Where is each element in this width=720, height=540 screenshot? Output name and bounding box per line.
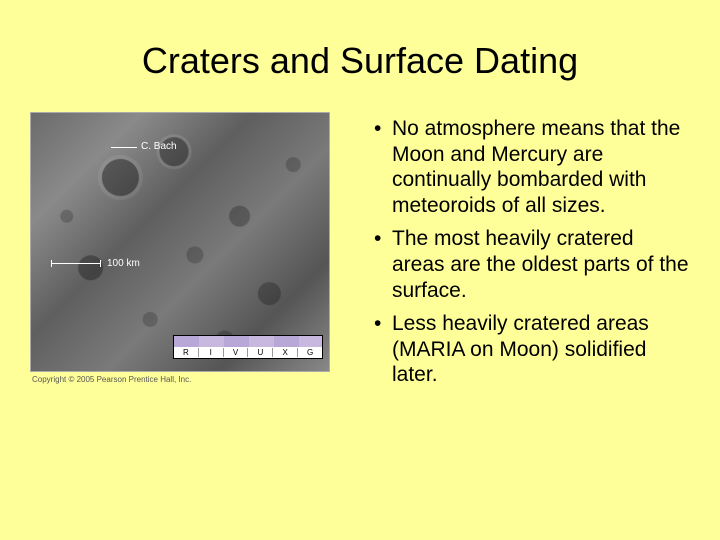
scale-bar: 100 km	[51, 258, 140, 269]
spectrum-wave	[174, 336, 322, 347]
spectrum-band: G	[298, 348, 322, 357]
bullet-list: No atmosphere means that the Moon and Me…	[370, 116, 690, 388]
scale-bar-line	[51, 263, 101, 264]
spectrum-labels: R I V U X G	[174, 347, 322, 358]
spectrum-band: R	[174, 348, 199, 357]
bullet-item: The most heavily cratered areas are the …	[370, 226, 690, 303]
left-column: C. Bach 100 km R I V U X G	[30, 112, 350, 520]
bullet-item: No atmosphere means that the Moon and Me…	[370, 116, 690, 218]
crater-label: C. Bach	[141, 141, 177, 152]
spectrum-strip: R I V U X G	[173, 335, 323, 359]
crater-figure: C. Bach 100 km R I V U X G	[30, 112, 330, 372]
scale-bar-text: 100 km	[107, 258, 140, 269]
content-row: C. Bach 100 km R I V U X G	[30, 112, 690, 520]
spectrum-band: U	[248, 348, 273, 357]
spectrum-band: V	[224, 348, 249, 357]
spectrum-band: X	[273, 348, 298, 357]
copyright-text: Copyright © 2005 Pearson Prentice Hall, …	[30, 375, 350, 384]
spectrum-band: I	[199, 348, 224, 357]
bullet-item: Less heavily cratered areas (MARIA on Mo…	[370, 311, 690, 388]
right-column: No atmosphere means that the Moon and Me…	[370, 112, 690, 520]
slide: Craters and Surface Dating C. Bach 100 k…	[0, 0, 720, 540]
slide-title: Craters and Surface Dating	[30, 40, 690, 82]
